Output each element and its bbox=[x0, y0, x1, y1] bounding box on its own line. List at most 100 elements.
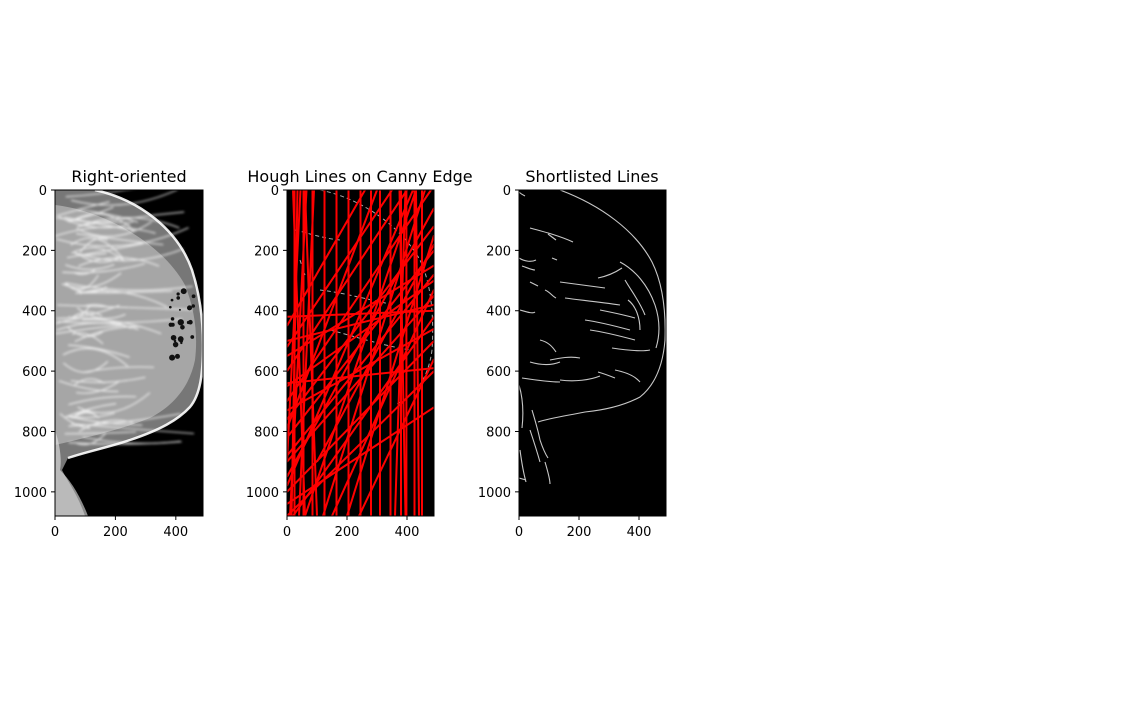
internal-edge bbox=[529, 281, 539, 287]
y-tick-label: 400 bbox=[254, 305, 279, 320]
hough-line bbox=[298, 190, 315, 516]
tissue-strand bbox=[74, 432, 107, 446]
dense-spot bbox=[174, 353, 180, 359]
hough-line bbox=[398, 190, 407, 516]
internal-edge bbox=[531, 409, 541, 441]
hough-line bbox=[287, 190, 408, 372]
internal-edge bbox=[549, 356, 581, 361]
internal-edge bbox=[547, 233, 557, 241]
panel-right-oriented: Right-oriented 0 200 400 0 200 400 600 800 1000 bbox=[14, 167, 204, 540]
dense-spot bbox=[168, 322, 173, 327]
y-tick-label: 200 bbox=[254, 244, 279, 259]
tissue-strand bbox=[57, 304, 193, 311]
hough-line bbox=[287, 190, 414, 487]
hough-line bbox=[415, 190, 420, 516]
tissue-strand bbox=[67, 415, 143, 426]
internal-edge bbox=[519, 477, 527, 481]
internal-edge bbox=[597, 267, 623, 279]
outer-contour bbox=[537, 190, 666, 423]
panel-1-title: Right-oriented bbox=[71, 167, 186, 186]
tissue-strand bbox=[58, 216, 130, 229]
tissue-strand bbox=[64, 431, 137, 435]
hough-line bbox=[287, 340, 434, 493]
internal-edge bbox=[519, 257, 537, 262]
tissue-strand bbox=[83, 366, 154, 373]
axes-frame bbox=[54, 189, 204, 517]
axes-frame bbox=[518, 189, 667, 517]
tissue-strand bbox=[74, 325, 142, 343]
y-tick-label: 800 bbox=[22, 425, 47, 440]
tissue-strand bbox=[65, 263, 115, 270]
x-tick-label: 400 bbox=[163, 525, 188, 540]
tissue-strand bbox=[65, 403, 117, 418]
hough-line bbox=[358, 358, 434, 516]
internal-edge bbox=[584, 319, 631, 331]
tissue-strand bbox=[71, 247, 126, 262]
y-tick-label: 200 bbox=[22, 244, 47, 259]
axes-frame bbox=[286, 189, 435, 517]
hough-line bbox=[290, 190, 299, 516]
hough-line bbox=[304, 190, 417, 516]
hough-line bbox=[322, 190, 426, 516]
dense-spot bbox=[191, 304, 196, 308]
internal-edge bbox=[529, 361, 561, 366]
dense-spot bbox=[190, 335, 195, 339]
x-tick-label: 400 bbox=[627, 525, 652, 540]
internal-edge bbox=[564, 297, 621, 306]
x-tick-label: 0 bbox=[283, 525, 291, 540]
panel-3-title: Shortlisted Lines bbox=[525, 167, 658, 186]
internal-edge bbox=[551, 257, 558, 261]
tissue-strand bbox=[65, 282, 193, 291]
y-tick-label: 0 bbox=[503, 184, 511, 199]
y-tick-label: 1000 bbox=[14, 486, 47, 501]
panel-3-axes: 0 200 400 0 200 400 600 800 1000 bbox=[478, 184, 667, 540]
x-tick-label: 0 bbox=[515, 525, 523, 540]
tissue-strand bbox=[68, 395, 137, 406]
hough-line bbox=[287, 190, 393, 348]
dense-spot bbox=[177, 319, 184, 326]
y-tick-label: 0 bbox=[271, 184, 279, 199]
pectoral-region bbox=[55, 430, 88, 516]
tissue-strand bbox=[66, 242, 144, 259]
y-tick-label: 400 bbox=[22, 305, 47, 320]
internal-edge bbox=[529, 429, 541, 463]
tissue-strand bbox=[59, 413, 91, 430]
x-tick-label: 200 bbox=[335, 525, 360, 540]
x-tick-label: 0 bbox=[51, 525, 59, 540]
tissue-strand bbox=[71, 332, 104, 345]
internal-edge bbox=[521, 265, 536, 271]
hough-line bbox=[287, 303, 434, 342]
hough-line bbox=[287, 190, 378, 429]
dense-spot bbox=[176, 292, 180, 296]
y-tick-label: 600 bbox=[486, 365, 511, 380]
internal-edge bbox=[521, 377, 561, 383]
tissue-strand bbox=[68, 413, 181, 427]
x-tick-label: 200 bbox=[103, 525, 128, 540]
internal-edge bbox=[559, 375, 601, 382]
tissue-strand bbox=[56, 201, 110, 217]
breast-core bbox=[55, 205, 197, 445]
dense-spot bbox=[177, 336, 184, 342]
dense-spot bbox=[186, 320, 191, 325]
tissue-strand bbox=[64, 216, 136, 232]
dense-spot bbox=[173, 339, 177, 343]
dense-spot bbox=[180, 324, 185, 330]
tissue-strand bbox=[70, 237, 124, 260]
hough-line bbox=[287, 327, 434, 412]
hough-lines bbox=[287, 190, 434, 516]
internal-edge bbox=[539, 439, 549, 459]
tissue-strand bbox=[69, 412, 115, 419]
internal-edge bbox=[539, 339, 557, 353]
y-tick-label: 600 bbox=[22, 365, 47, 380]
internal-edge bbox=[529, 227, 574, 243]
dense-spot bbox=[186, 305, 193, 311]
tissue-strand bbox=[79, 289, 109, 295]
tissue-strand bbox=[76, 221, 153, 237]
dense-spot bbox=[169, 354, 176, 361]
tissue-strand bbox=[76, 381, 120, 394]
dense-spot bbox=[170, 298, 174, 302]
hough-line bbox=[287, 273, 434, 457]
hough-line bbox=[346, 234, 434, 516]
internal-edge bbox=[599, 309, 636, 319]
